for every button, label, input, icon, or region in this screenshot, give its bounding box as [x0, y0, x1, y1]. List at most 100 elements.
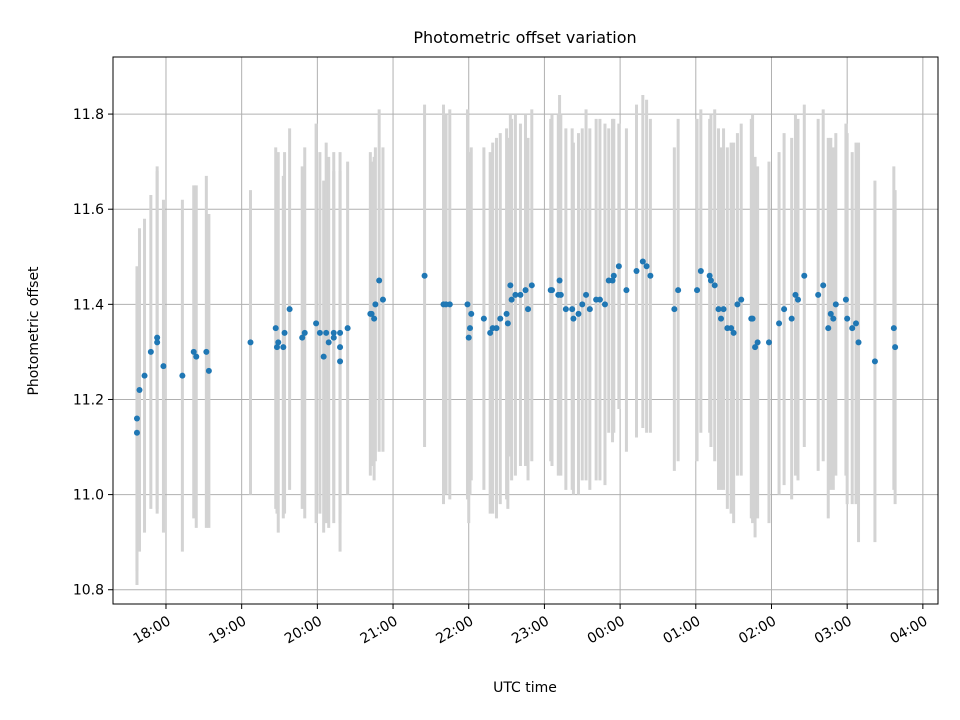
data-point [286, 306, 293, 313]
data-point [639, 258, 646, 265]
data-point [570, 315, 577, 322]
chart-title: Photometric offset variation [413, 28, 636, 47]
data-point [493, 325, 500, 332]
data-point [579, 301, 586, 308]
data-point [752, 344, 759, 351]
y-tick-label: 11.2 [73, 392, 104, 408]
data-point [706, 272, 713, 279]
data-point [569, 306, 576, 313]
data-point [715, 306, 722, 313]
data-point [711, 282, 718, 289]
data-point [330, 329, 337, 336]
data-point [507, 282, 514, 289]
data-point [781, 306, 788, 313]
data-point [273, 344, 280, 351]
data-point [497, 315, 504, 322]
data-point [842, 296, 849, 303]
data-point [792, 291, 799, 298]
data-point [141, 372, 148, 379]
data-point [487, 329, 494, 336]
data-point [556, 277, 563, 284]
data-point [815, 291, 822, 298]
data-point [697, 268, 704, 275]
data-point [765, 339, 772, 346]
data-point [320, 353, 327, 360]
data-point [133, 415, 140, 422]
data-point [609, 277, 616, 284]
data-point [344, 325, 351, 332]
data-point [596, 296, 603, 303]
data-point [827, 310, 834, 317]
data-point [480, 315, 487, 322]
data-point [825, 325, 832, 332]
data-point [372, 301, 379, 308]
data-point [586, 306, 593, 313]
data-point [337, 344, 344, 351]
data-point [301, 329, 308, 336]
data-point [720, 306, 727, 313]
data-point [610, 272, 617, 279]
data-point [325, 339, 332, 346]
data-point [832, 301, 839, 308]
data-point [508, 296, 515, 303]
data-point [855, 339, 862, 346]
data-point [623, 287, 630, 294]
data-point [522, 287, 529, 294]
data-point [794, 296, 801, 303]
x-axis-label: UTC time [493, 680, 557, 696]
y-tick-label: 10.8 [73, 583, 104, 599]
data-point [890, 325, 897, 332]
data-point [853, 320, 860, 327]
data-point [849, 325, 856, 332]
data-point [734, 301, 741, 308]
data-point [844, 315, 851, 322]
data-point [466, 325, 473, 332]
data-point [776, 320, 783, 327]
data-point [379, 296, 386, 303]
data-point [154, 334, 161, 341]
y-tick-label: 11.8 [73, 107, 104, 123]
data-point [583, 291, 590, 298]
data-point [892, 344, 899, 351]
data-point [154, 339, 161, 346]
y-tick-label: 11.4 [73, 297, 104, 313]
data-point [464, 301, 471, 308]
data-point [160, 363, 167, 370]
y-axis: 10.8 11.0 11.2 11.4 11.6 11.8 [73, 107, 113, 599]
data-point [718, 315, 725, 322]
data-point [299, 334, 306, 341]
data-point [133, 429, 140, 436]
data-point [368, 310, 375, 317]
data-point [468, 310, 475, 317]
data-point [280, 344, 287, 351]
data-point [730, 329, 737, 336]
data-point [446, 301, 453, 308]
data-point [615, 263, 622, 270]
data-point [247, 339, 254, 346]
data-point [313, 320, 320, 327]
data-point [738, 296, 745, 303]
data-point [633, 268, 640, 275]
data-point [671, 306, 678, 313]
data-point [754, 339, 761, 346]
data-point [465, 334, 472, 341]
data-point [371, 315, 378, 322]
data-point [323, 329, 330, 336]
data-point [601, 301, 608, 308]
data-point [647, 272, 654, 279]
data-point [193, 353, 200, 360]
data-point [376, 277, 383, 284]
data-point [421, 272, 428, 279]
data-point [512, 291, 519, 298]
plot-frame [112, 56, 939, 605]
y-tick-label: 11.6 [73, 202, 104, 218]
data-point [275, 339, 282, 346]
data-point [525, 306, 532, 313]
y-axis-label: Photometric offset [26, 266, 42, 396]
data-points [133, 258, 899, 436]
data-point [728, 325, 735, 332]
data-point [503, 310, 510, 317]
data-point [528, 282, 535, 289]
data-point [575, 310, 582, 317]
